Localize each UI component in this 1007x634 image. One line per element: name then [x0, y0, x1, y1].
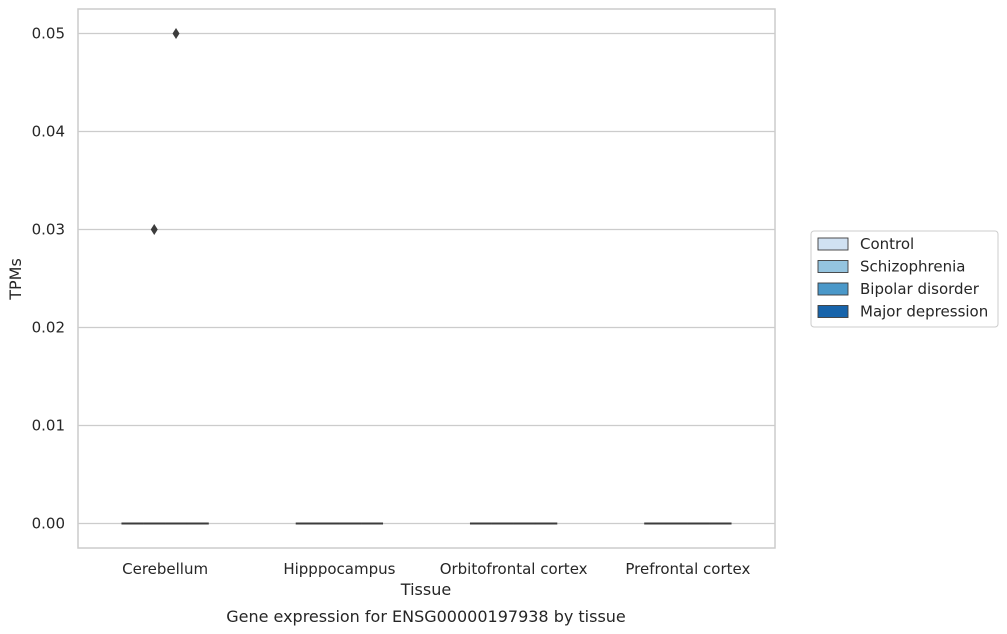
legend-swatch — [817, 282, 849, 296]
legend-swatch — [817, 237, 849, 251]
y-tick-label: 0.04 — [32, 123, 65, 141]
outliers — [150, 28, 180, 235]
legend-frame — [810, 230, 999, 328]
boxes — [121, 522, 732, 525]
legend-label: Control — [860, 235, 914, 253]
y-tick-label: 0.03 — [32, 221, 65, 239]
outlier-point — [150, 224, 158, 235]
x-tick-label: Hipppocampus — [283, 560, 395, 578]
y-tick-label: 0.01 — [32, 417, 65, 435]
outlier-point — [172, 28, 180, 39]
legend-swatch — [817, 260, 849, 273]
x-tick-label: Prefrontal cortex — [625, 560, 750, 578]
y-tick-label: 0.05 — [32, 25, 65, 43]
y-tick-label: 0.00 — [32, 515, 65, 533]
legend-label: Schizophrenia — [860, 258, 965, 276]
gridlines — [78, 32, 775, 525]
x-axis-label: Tissue — [400, 580, 451, 599]
plot-frame — [77, 8, 776, 549]
y-axis-label: TPMs — [6, 258, 25, 301]
legend-label: Major depression — [860, 303, 988, 321]
y-tick-label: 0.02 — [32, 319, 65, 337]
x-tick-labels: Cerebellum Hipppocampus Orbitofrontal cort… — [122, 560, 750, 578]
x-tick-label: Orbitofrontal cortex — [440, 560, 588, 578]
chart-caption: Gene expression for ENSG00000197938 by t… — [226, 607, 626, 626]
legend-swatch — [817, 305, 849, 318]
legend-label: Bipolar disorder — [860, 280, 980, 298]
y-tick-labels: 0.00 0.01 0.02 0.03 0.04 0.05 — [32, 25, 65, 533]
x-tick-label: Cerebellum — [122, 560, 208, 578]
legend: Control Schizophrenia Bipolar disorder Majo… — [810, 230, 999, 328]
